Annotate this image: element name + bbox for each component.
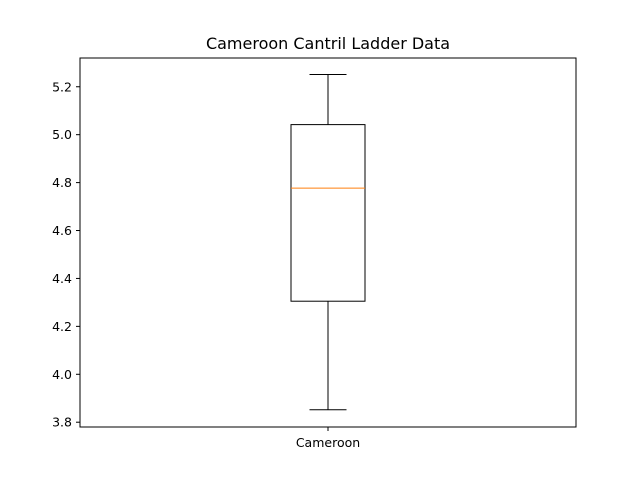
y-tick-label: 4.6 — [52, 223, 72, 238]
plot-area-frame — [79, 57, 577, 428]
y-tick-label: 4.2 — [52, 319, 72, 334]
y-tick-label: 4.0 — [52, 367, 72, 382]
y-tick-label: 4.4 — [52, 271, 72, 286]
y-tick-label: 3.8 — [52, 415, 72, 430]
box-cameroon — [290, 74, 366, 411]
x-tick-label: Cameroon — [296, 435, 360, 450]
chart-title: Cameroon Cantril Ladder Data — [206, 34, 450, 53]
box-series — [290, 74, 366, 411]
x-axis: Cameroon — [296, 427, 360, 450]
y-tick-label: 5.2 — [52, 79, 72, 94]
y-tick-label: 5.0 — [52, 127, 72, 142]
y-tick-label: 4.8 — [52, 175, 72, 190]
y-axis: 3.8 4.0 4.2 4.4 4.6 4.8 5.0 5.2 — [52, 79, 80, 430]
iqr-box — [290, 124, 366, 302]
